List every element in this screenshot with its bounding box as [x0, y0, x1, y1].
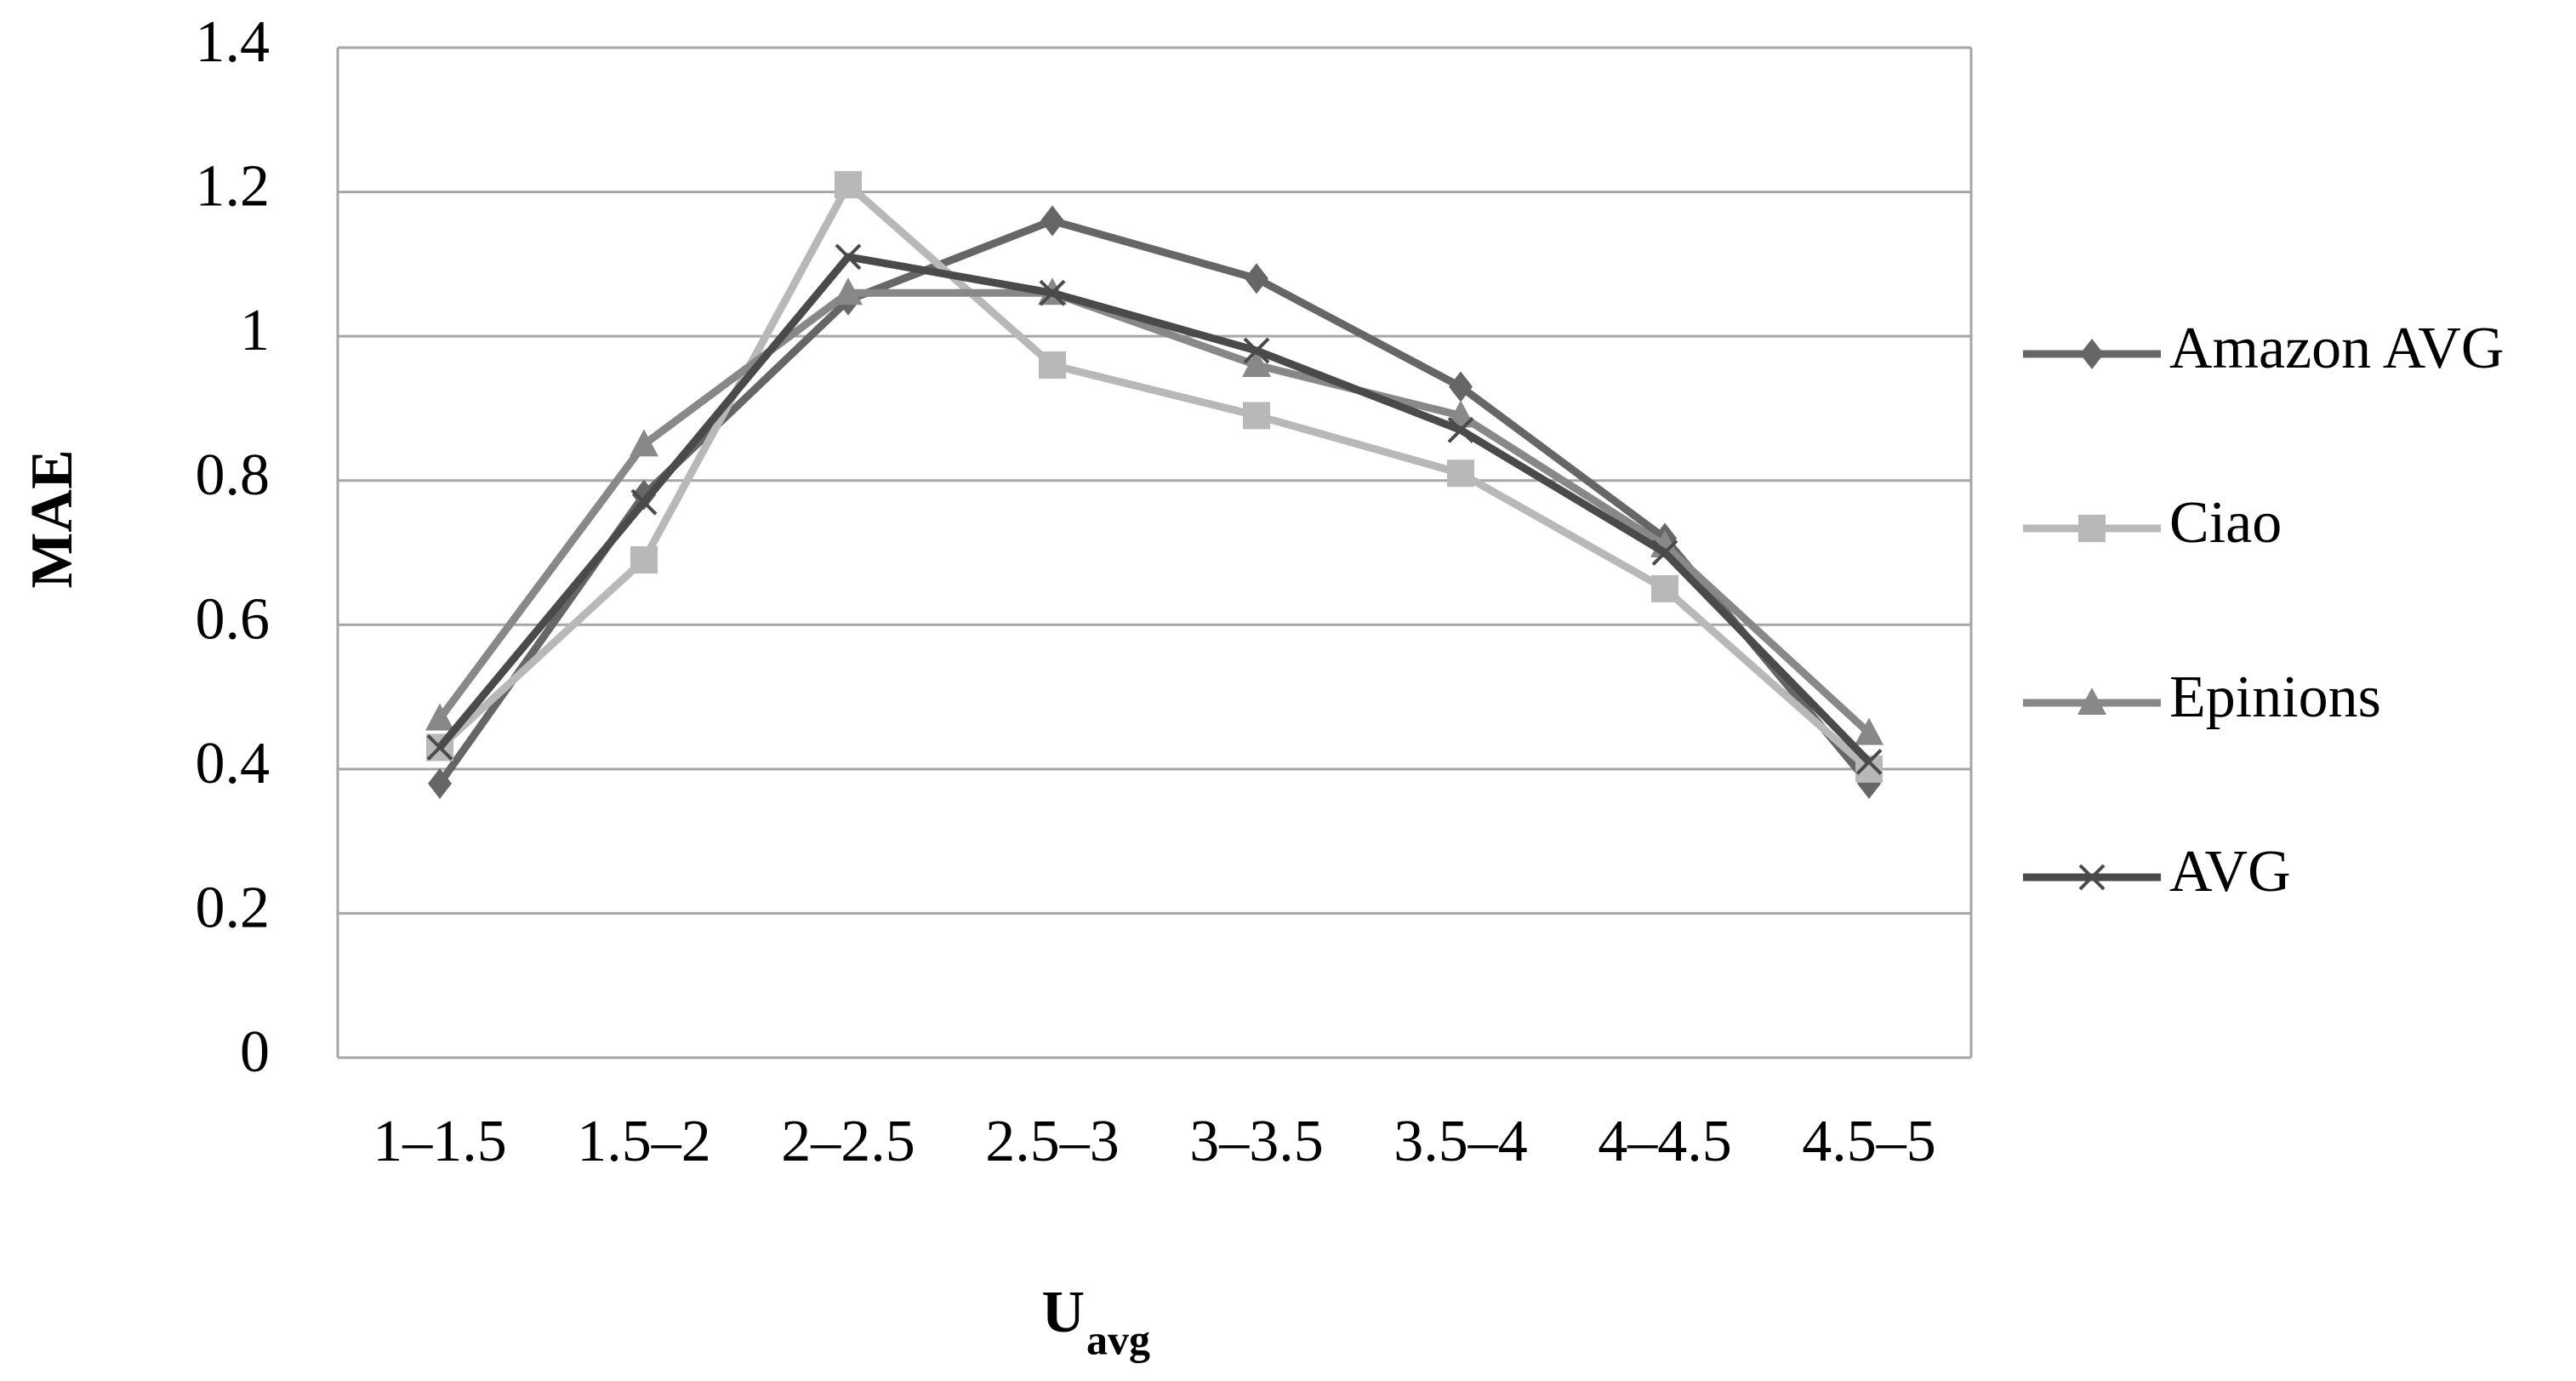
y-tick-label: 0.2 [196, 875, 271, 940]
marker [1651, 574, 1678, 602]
marker [2078, 515, 2106, 542]
x-tick-label: 1.5–2 [577, 1109, 711, 1174]
marker [428, 768, 452, 799]
marker [630, 545, 658, 574]
marker [1447, 416, 1474, 443]
marker [1243, 402, 1270, 430]
y-tick-label: 0.4 [196, 731, 271, 796]
y-tick-label: 0.6 [196, 586, 271, 652]
marker [834, 277, 863, 305]
marker [425, 703, 454, 731]
x-tick-label: 3.5–4 [1393, 1109, 1528, 1174]
marker [1243, 337, 1270, 364]
legend-label: Epinions [2169, 665, 2381, 730]
marker [1449, 371, 1473, 402]
marker [1651, 539, 1678, 566]
marker [2077, 688, 2106, 715]
x-tick-label: 4–4.5 [1598, 1109, 1732, 1174]
marker [1855, 717, 1884, 745]
marker [1447, 459, 1474, 488]
y-tick-label: 1.4 [196, 9, 271, 75]
x-tick-label: 1–1.5 [373, 1109, 507, 1174]
series-line [436, 288, 1872, 736]
marker [1242, 350, 1271, 378]
marker [1855, 748, 1883, 775]
series-line [436, 216, 1872, 786]
marker [2080, 339, 2104, 369]
marker [426, 734, 453, 761]
series-line [436, 253, 1872, 765]
x-tick-label: 2–2.5 [781, 1109, 915, 1174]
y-axis-label: MAE [20, 449, 85, 588]
y-tick-label: 1.2 [196, 154, 271, 220]
marker [835, 243, 862, 271]
x-tick-label: 2.5–3 [985, 1109, 1120, 1174]
marker [1039, 279, 1066, 306]
marker [630, 429, 658, 457]
x-tick-label: 4.5–5 [1802, 1109, 1936, 1174]
x-axis-label: U [1041, 1280, 1085, 1345]
marker [1040, 205, 1064, 237]
marker [2078, 864, 2106, 891]
marker [630, 488, 658, 516]
series-line [436, 180, 1872, 773]
x-tick-label: 3–3.5 [1189, 1109, 1324, 1174]
marker [632, 479, 656, 511]
y-tick-label: 0.8 [196, 442, 271, 508]
marker [1039, 351, 1066, 379]
y-tick-label: 1 [240, 298, 270, 363]
legend-label: AVG [2169, 839, 2291, 904]
y-tick-label: 0 [240, 1019, 270, 1085]
legend-label: Ciao [2169, 490, 2282, 556]
marker [1245, 263, 1268, 294]
legend-label: Amazon AVG [2169, 316, 2504, 381]
x-axis-label-subscript: avg [1086, 1315, 1150, 1363]
marker [835, 171, 862, 199]
